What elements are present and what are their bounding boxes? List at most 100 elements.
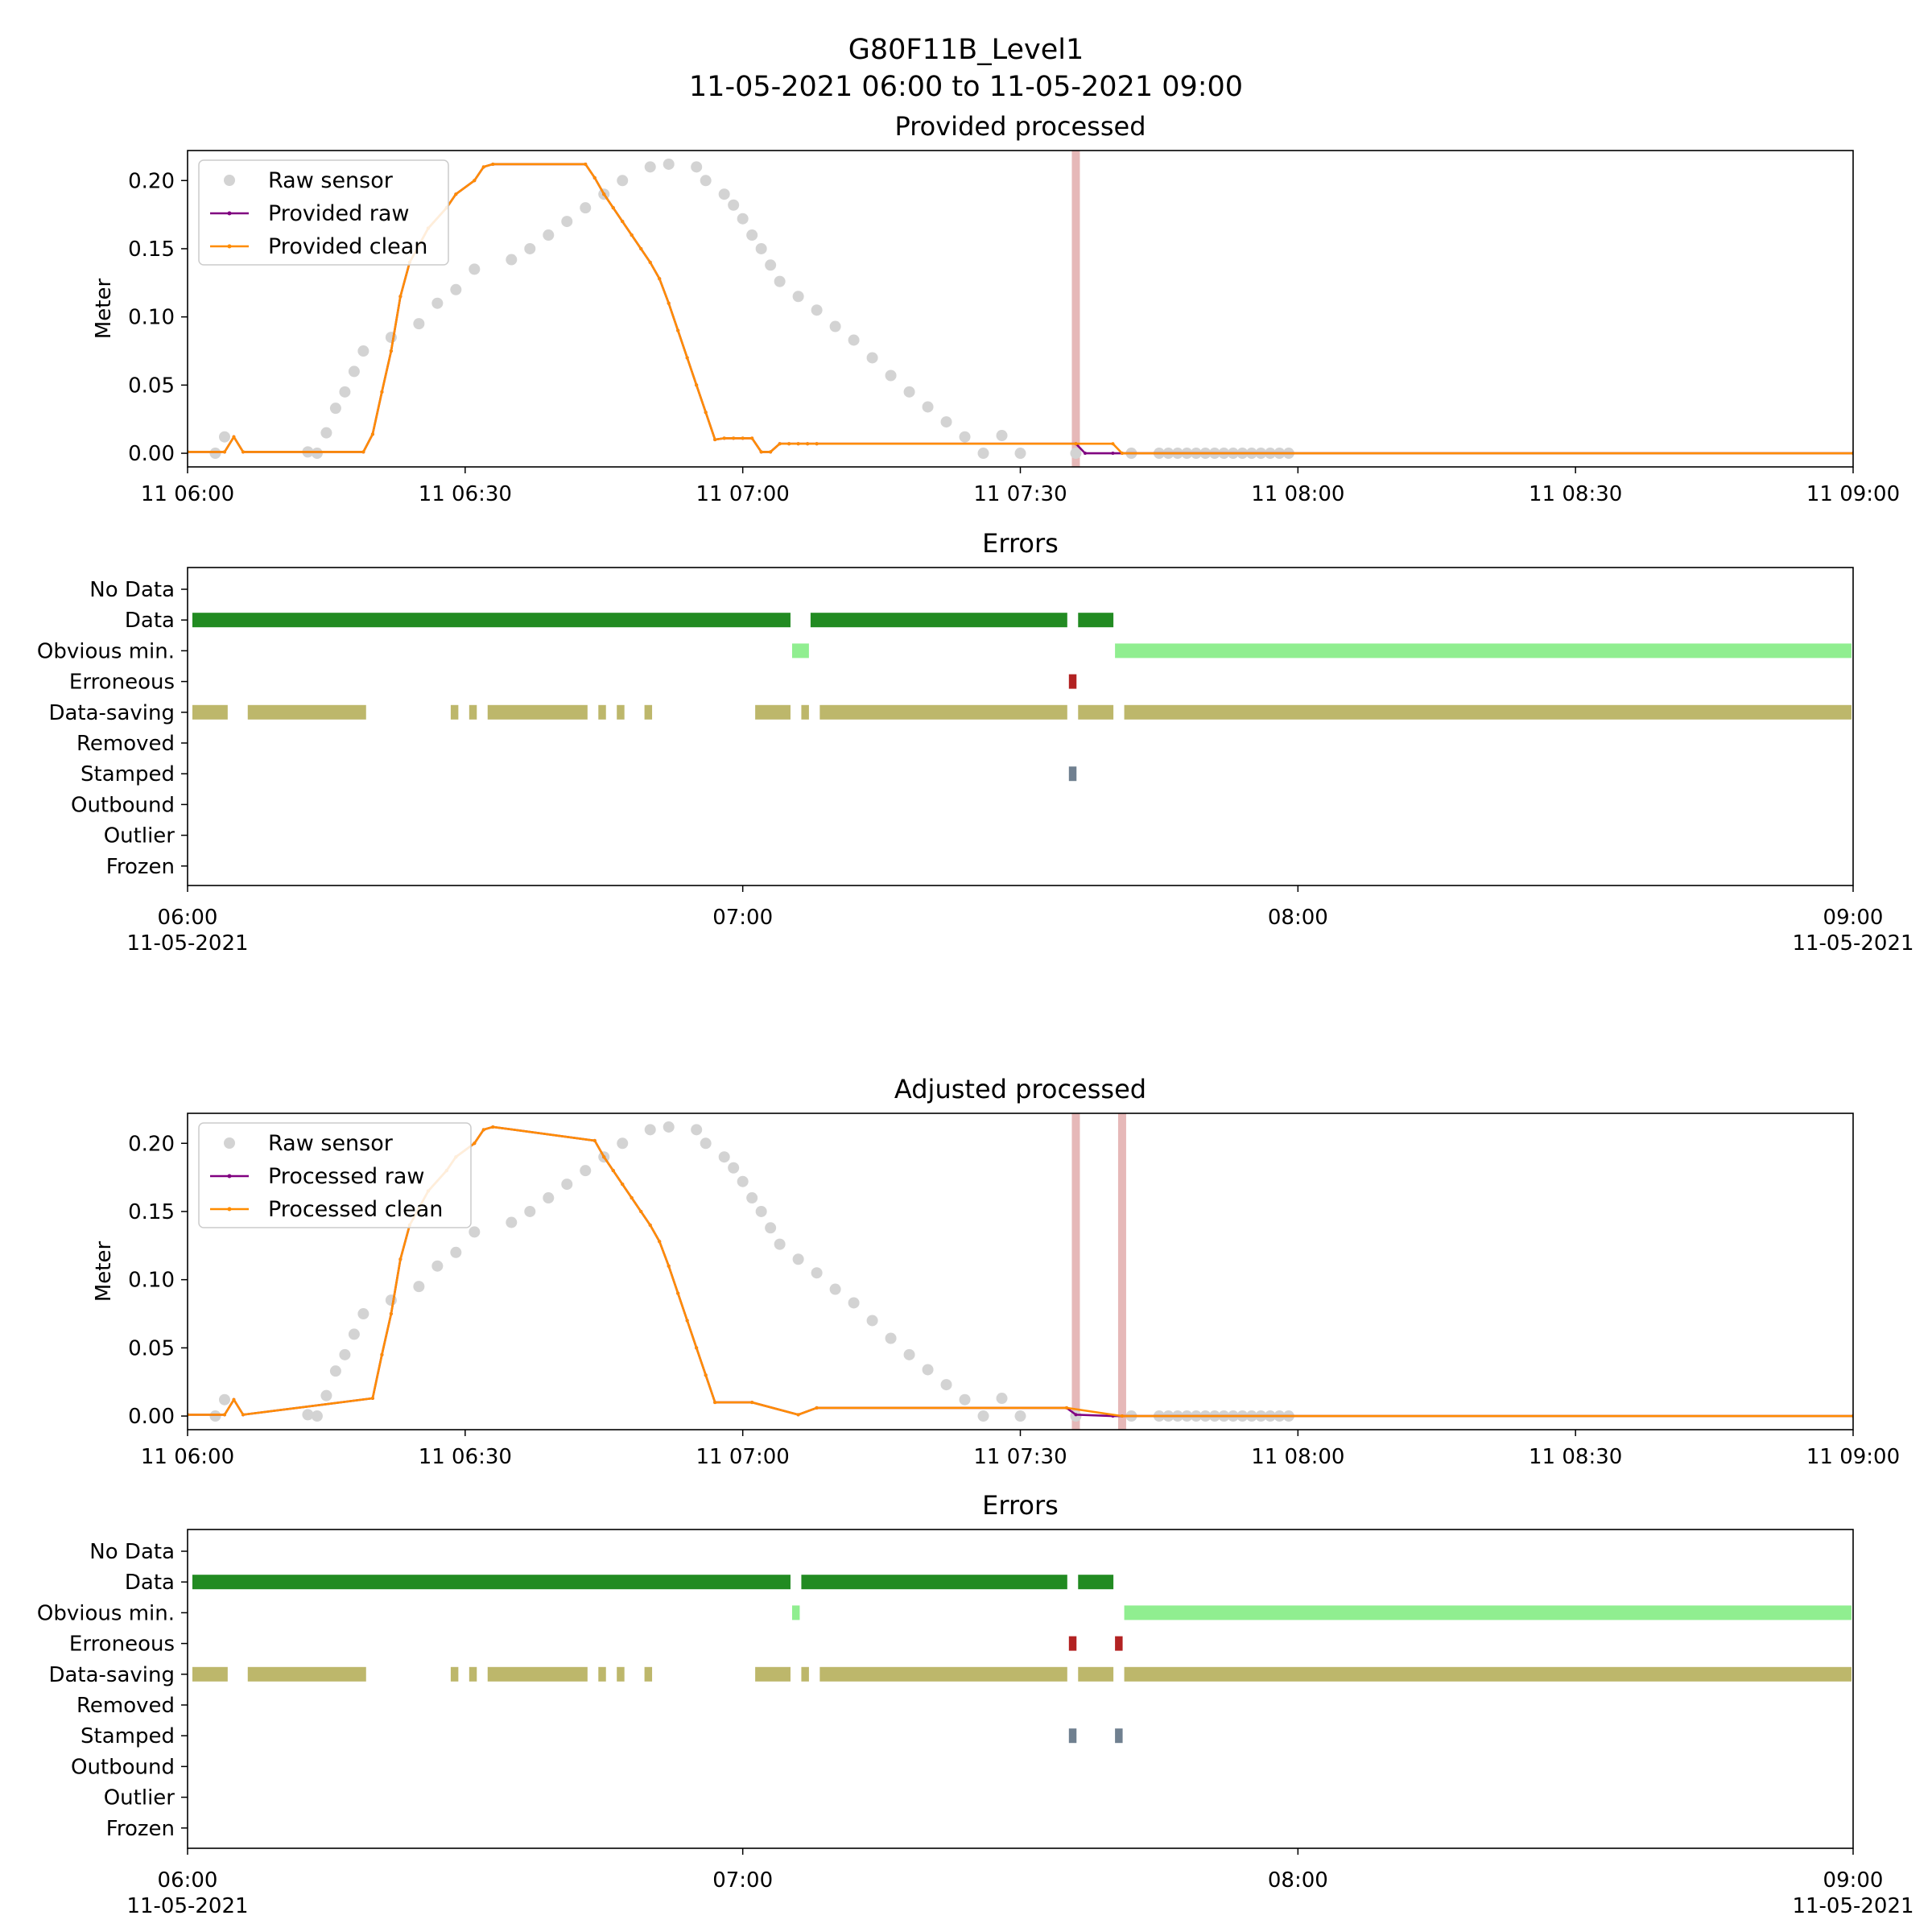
raw-sensor-point	[829, 1283, 841, 1295]
x-tick-label: 11 07:00	[696, 1445, 790, 1469]
processed-clean-point	[667, 1264, 671, 1268]
provided-clean-point	[1111, 442, 1115, 446]
provided-clean-point	[769, 450, 773, 454]
raw-sensor-point	[746, 1192, 758, 1204]
raw-sensor-point	[728, 1162, 740, 1174]
provided-clean-point	[398, 295, 402, 299]
processed-clean-point	[602, 1155, 606, 1159]
data-saving-interval	[801, 1666, 809, 1682]
data-saving-interval	[617, 704, 625, 720]
x-tick-label: 11 09:00	[1806, 482, 1900, 506]
provided-clean-point	[602, 192, 606, 196]
data-saving-interval	[617, 1666, 625, 1682]
processed-clean-point	[611, 1169, 615, 1173]
provided-clean-point	[611, 206, 615, 210]
processed-clean-point	[676, 1291, 680, 1295]
raw-sensor-point	[524, 1205, 536, 1217]
raw-sensor-point	[524, 242, 536, 254]
x-tick-label: 09:00	[1823, 906, 1884, 930]
erroneous-interval	[1115, 1636, 1123, 1651]
raw-sensor-point	[848, 1297, 860, 1309]
x-tick-label: 06:00	[158, 906, 218, 930]
provided-clean-point	[722, 436, 726, 440]
stamped-interval	[1115, 1728, 1123, 1744]
y-axis-label: Meter	[92, 279, 116, 340]
x-tick-label: 11 09:00	[1806, 1445, 1900, 1469]
processed-clean-point	[473, 1141, 477, 1146]
raw-sensor-point	[977, 1410, 989, 1422]
legend-label: Provided clean	[268, 234, 427, 259]
raw-sensor-point	[506, 254, 518, 266]
adjusted-processed-chart: Adjusted processed 0.00 0.05 0.10 0.15 0.20 Me…	[92, 1074, 1900, 1469]
y-tick-label: 0.05	[128, 1336, 175, 1360]
category-label-erroneous: Erroneous	[69, 1633, 175, 1657]
raw-sensor-point	[450, 1246, 462, 1258]
data-interval	[810, 613, 1067, 628]
raw-sensor-point	[691, 1124, 703, 1136]
panel-title: Provided processed	[894, 111, 1146, 142]
data-interval	[1078, 613, 1114, 628]
x-tick-label: 11 06:30	[419, 1445, 512, 1469]
plot-area	[188, 1121, 1853, 1422]
raw-sensor-point	[1014, 1410, 1026, 1422]
x-tick-label: 11 07:30	[973, 1445, 1067, 1469]
provided-clean-point	[685, 356, 689, 360]
x-tick-label: 11 08:30	[1529, 1445, 1622, 1469]
x-tick-date: 11-05-2021	[126, 931, 248, 956]
axes-frame	[187, 567, 1854, 886]
provided-clean-point	[380, 390, 384, 394]
provided-clean-point	[796, 442, 800, 446]
y-tick-label: 0.15	[128, 1200, 175, 1224]
raw-sensor-point	[885, 369, 897, 382]
processed-clean-point	[398, 1257, 402, 1261]
legend: Raw sensor Provided raw Provided clean	[198, 159, 449, 266]
raw-sensor-point	[469, 1226, 481, 1238]
data-saving-interval	[755, 704, 791, 720]
processed-clean-point	[370, 1397, 374, 1401]
processed-clean-point	[1120, 1414, 1124, 1418]
category-label-frozen: Frozen	[106, 1817, 175, 1841]
category-label-data-saving: Data-saving	[48, 701, 175, 725]
raw-sensor-point	[829, 320, 841, 332]
x-tick-label: 07:00	[712, 1868, 773, 1893]
raw-sensor-point	[644, 161, 656, 173]
obvious-min-interval	[1124, 1605, 1852, 1620]
raw-sensor-point	[218, 1393, 230, 1406]
raw-sensor-point	[218, 431, 230, 443]
provided-clean-point	[639, 246, 643, 250]
y-tick-label: 0.05	[128, 374, 175, 398]
raw-sensor-point	[903, 1348, 915, 1360]
raw-sensor-point	[329, 402, 341, 415]
raw-sensor-point	[718, 1151, 730, 1163]
category-label-obvious-min: Obvious min.	[37, 1601, 175, 1625]
axes-frame	[187, 150, 1854, 468]
provided-clean-point	[389, 349, 393, 353]
y-tick-label: 0.15	[128, 237, 175, 262]
processed-clean-point	[639, 1209, 643, 1213]
processed-clean-point	[695, 1346, 699, 1350]
processed-clean-point	[222, 1413, 226, 1417]
provided-clean-point	[759, 450, 763, 454]
category-label-outlier: Outlier	[104, 1786, 175, 1810]
raw-sensor-point	[663, 1121, 675, 1133]
processed-clean-point	[648, 1223, 652, 1227]
processed-clean-point	[380, 1352, 384, 1356]
raw-sensor-point	[718, 188, 730, 200]
processed-clean-point	[232, 1397, 236, 1402]
raw-sensor-point	[728, 199, 740, 211]
category-label-removed: Removed	[76, 732, 175, 756]
processed-clean-point	[592, 1138, 597, 1142]
x-tick-date: 11-05-2021	[1792, 1894, 1913, 1918]
raw-sensor-point	[866, 1315, 878, 1327]
category-label-data: Data	[125, 609, 175, 633]
data-saving-interval	[1078, 704, 1114, 720]
processed-clean-point	[704, 1373, 708, 1377]
stamped-interval	[1068, 766, 1077, 782]
raw-sensor-point	[940, 416, 952, 428]
raw-sensor-point	[357, 345, 369, 357]
processed-clean-point	[389, 1312, 393, 1316]
raw-sensor-point	[691, 161, 703, 173]
raw-sensor-point	[506, 1216, 518, 1228]
provided-clean-point	[658, 277, 662, 281]
data-interval	[192, 613, 791, 628]
